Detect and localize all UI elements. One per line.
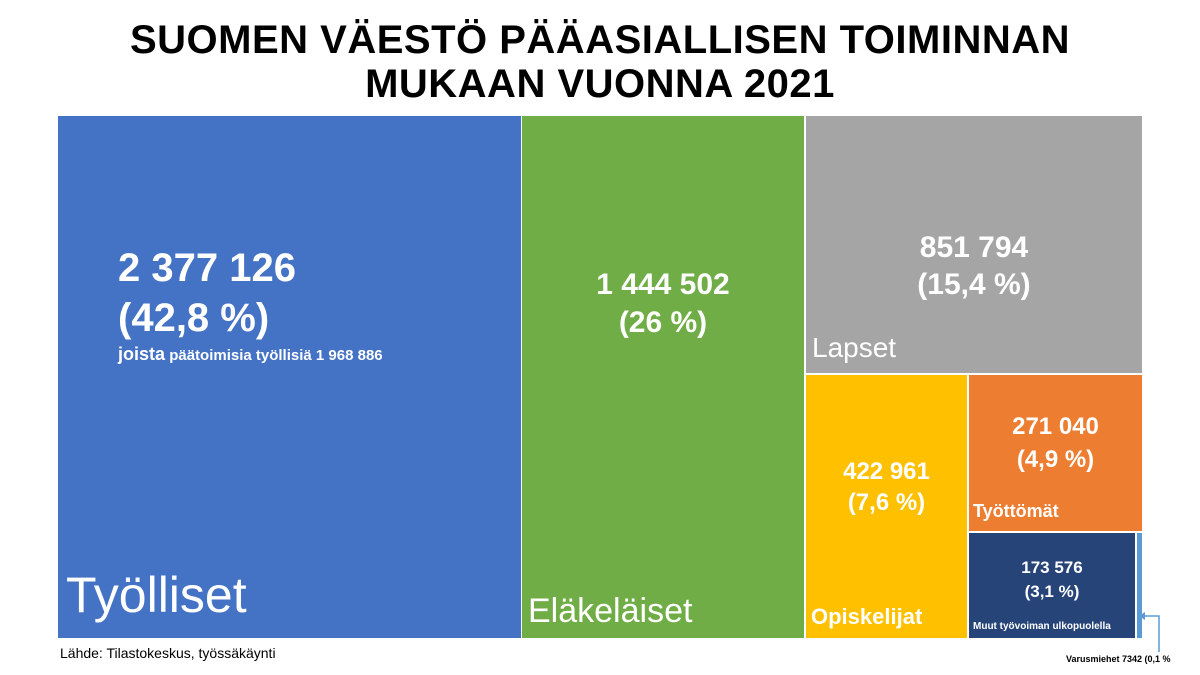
tyolliset-label: Työlliset xyxy=(66,567,247,623)
tyottomat-percent: (4,9 %) xyxy=(1016,446,1095,473)
source-note: Lähde: Tilastokeskus, työssäkäynti xyxy=(60,645,276,661)
elakelaiset-value: 1 444 502 xyxy=(596,268,730,301)
tile-muut: 173 576 (3,1 %) Muut työvoiman ulkopuole… xyxy=(969,533,1135,638)
muut-percent: (3,1 %) xyxy=(1024,582,1080,601)
chart-title-line1: SUOMEN VÄESTÖ PÄÄASIALLISEN TOIMINNAN xyxy=(129,18,1071,62)
tyolliset-percent: (42,8 %) xyxy=(118,296,270,340)
chart-title: SUOMEN VÄESTÖ PÄÄASIALLISEN TOIMINNAN MU… xyxy=(0,18,1200,106)
tyolliset-note-text: päätoimisia työllisiä 1 968 886 xyxy=(169,347,383,364)
tile-lapset: 851 794 (15,4 %) Lapset xyxy=(806,116,1142,373)
varusmiehet-arrowhead xyxy=(1139,612,1145,620)
elakelaiset-label: Eläkeläiset xyxy=(528,592,693,630)
tyolliset-note: joista päätoimisia työllisiä 1 968 886 xyxy=(118,344,383,365)
tile-varusmiehet xyxy=(1137,533,1142,638)
opiskelijat-value: 422 961 xyxy=(843,458,930,485)
tyolliset-note-bold: joista xyxy=(118,344,166,364)
tyottomat-label: Työttömät xyxy=(973,501,1059,521)
tile-tyolliset: 2 377 126 (42,8 %) joista päätoimisia ty… xyxy=(58,116,521,638)
tile-opiskelijat: 422 961 (7,6 %) Opiskelijat xyxy=(806,375,967,638)
chart-title-line2: MUKAAN VUONNA 2021 xyxy=(365,62,835,106)
tile-tyottomat: 271 040 (4,9 %) Työttömät xyxy=(969,375,1142,531)
muut-value: 173 576 xyxy=(1021,558,1083,577)
varusmiehet-callout-text: Varusmiehet 7342 (0,1 % xyxy=(1066,654,1171,664)
varusmiehet-leader-line xyxy=(1139,615,1160,652)
lapset-percent: (15,4 %) xyxy=(917,268,1031,301)
tyolliset-value: 2 377 126 xyxy=(118,246,296,290)
opiskelijat-label: Opiskelijat xyxy=(811,604,923,629)
tile-elakelaiset: 1 444 502 (26 %) Eläkeläiset xyxy=(522,116,804,638)
muut-label: Muut työvoiman ulkopuolella xyxy=(973,621,1111,632)
elakelaiset-percent: (26 %) xyxy=(618,306,708,339)
lapset-value: 851 794 xyxy=(919,231,1029,264)
lapset-label: Lapset xyxy=(812,332,897,363)
tyottomat-value: 271 040 xyxy=(1012,413,1099,440)
opiskelijat-percent: (7,6 %) xyxy=(847,489,926,516)
